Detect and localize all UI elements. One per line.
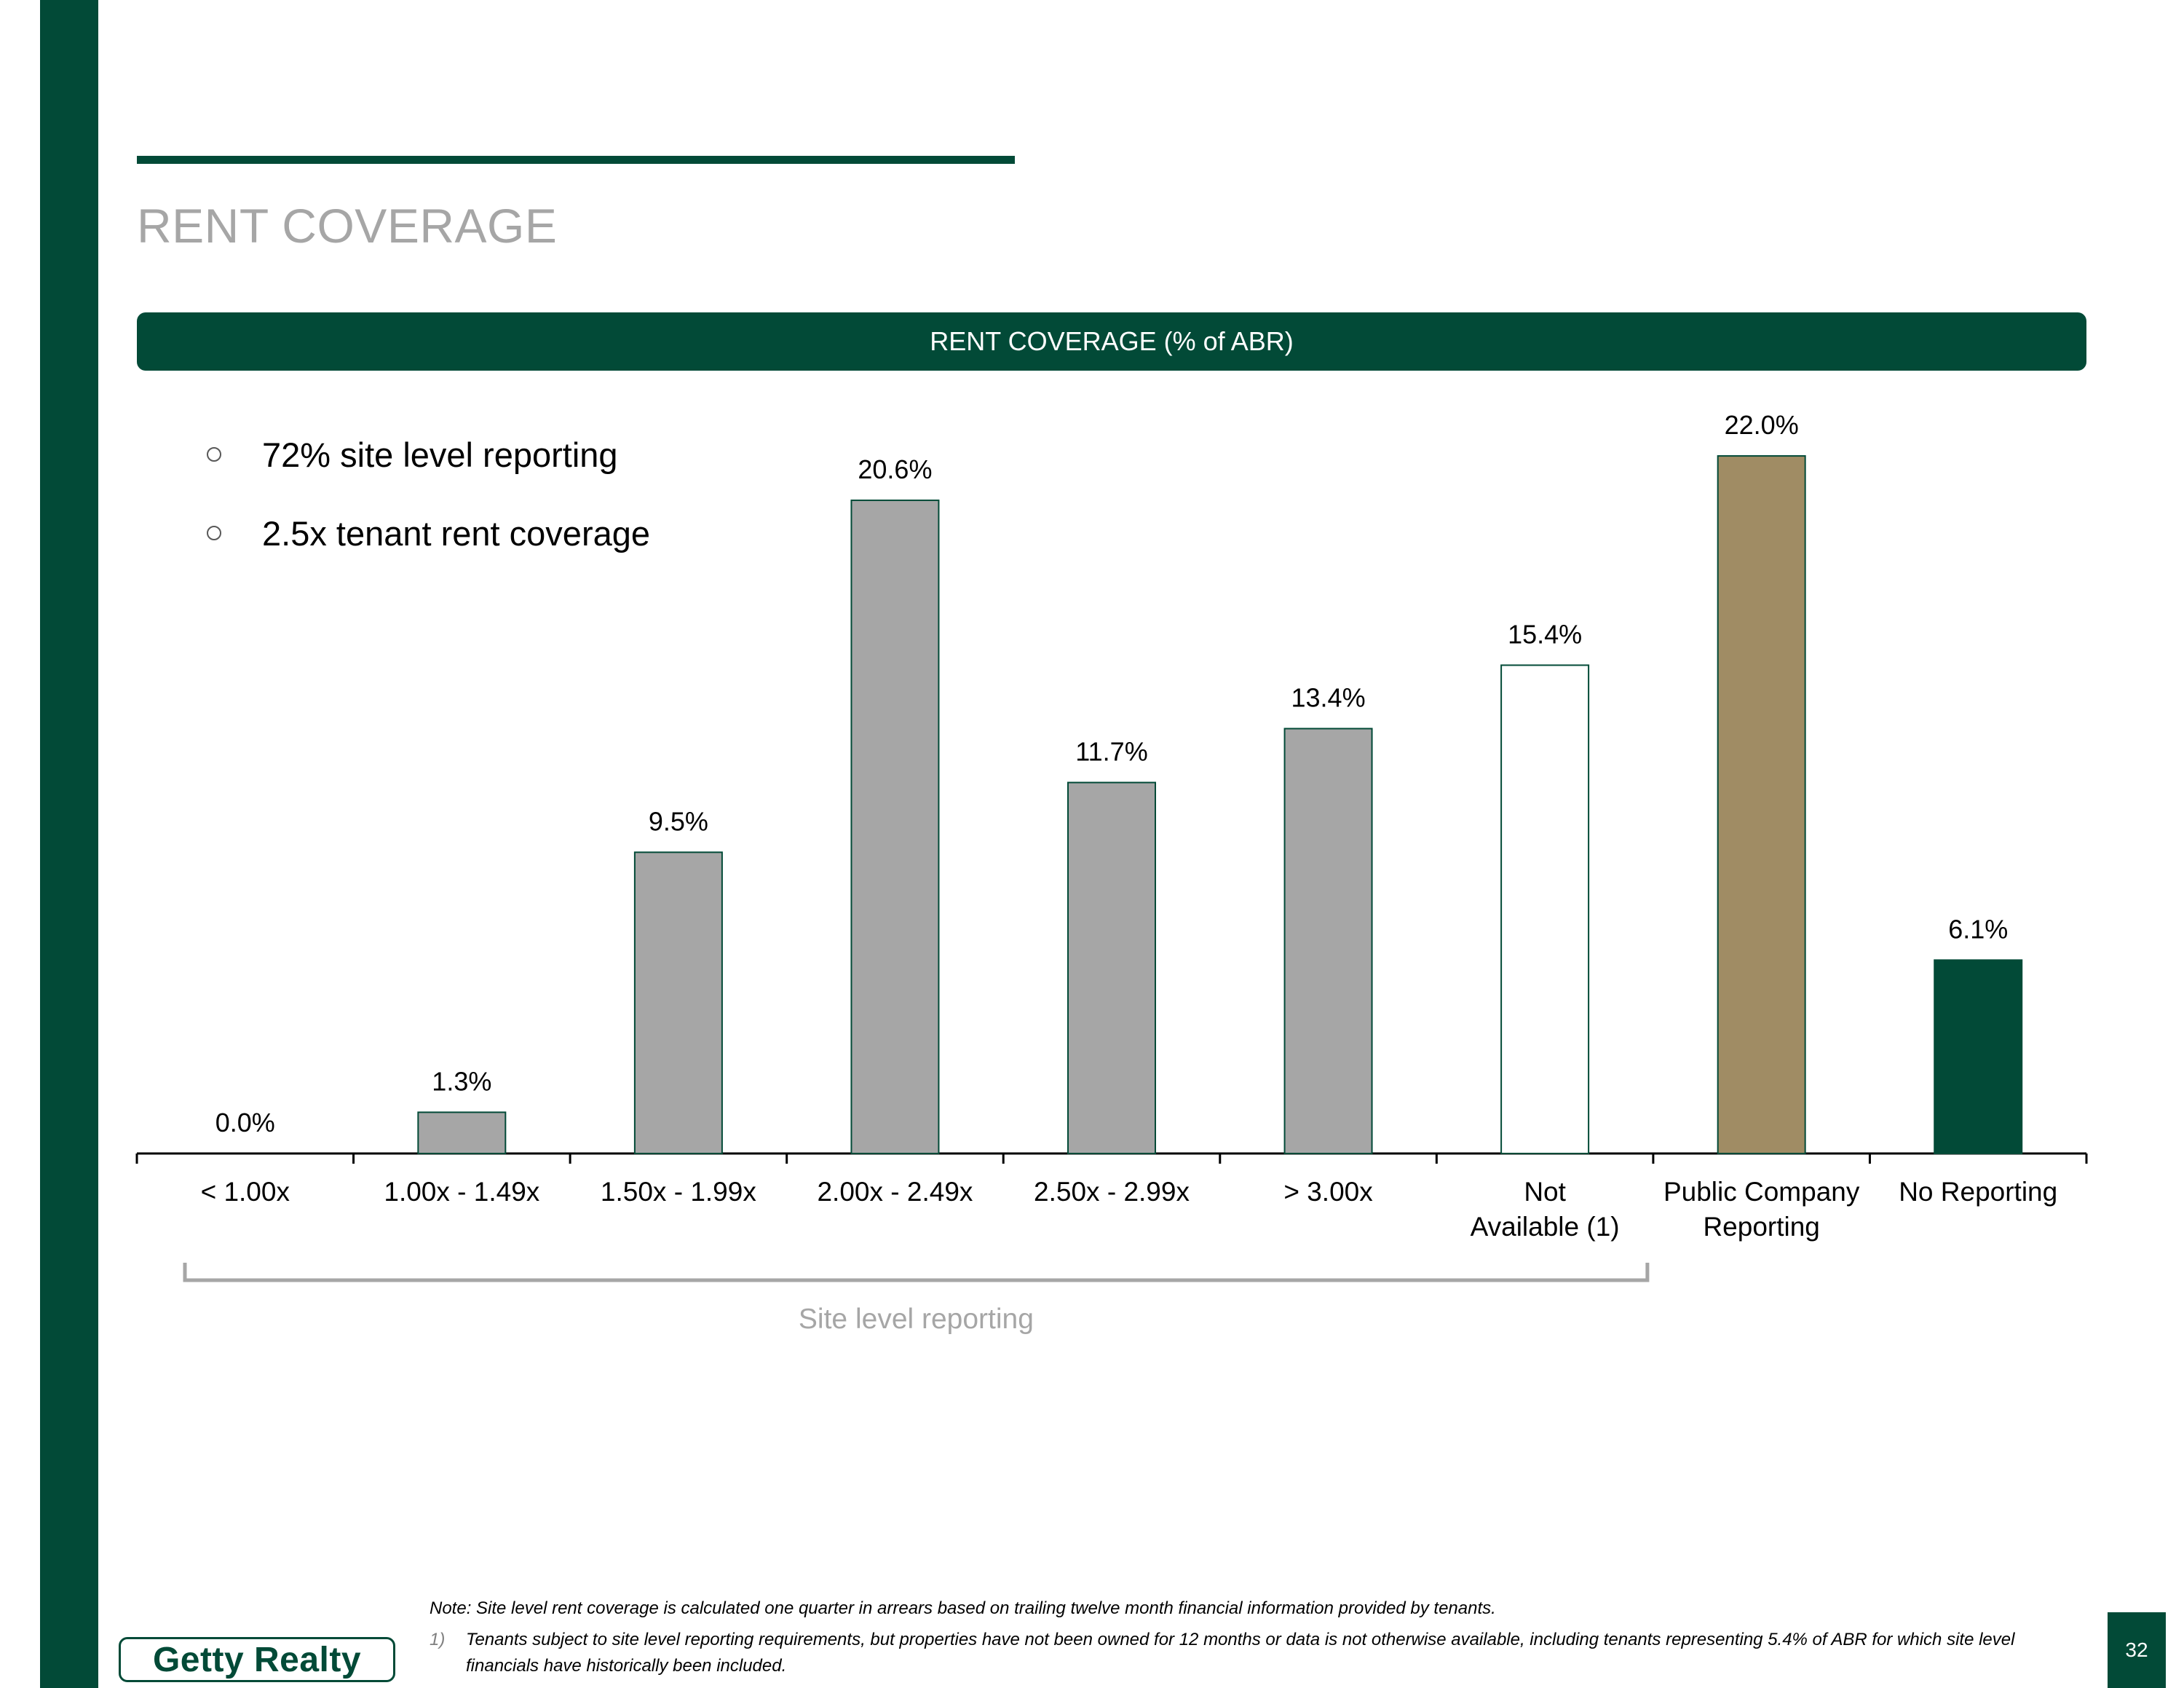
category-label: 2.00x - 2.49x [817,1177,973,1207]
category-label: Reporting [1703,1212,1819,1242]
page-number: 32 [2125,1638,2148,1661]
data-label: 15.4% [1508,619,1582,649]
category-label: No Reporting [1899,1177,2057,1207]
category-label: 1.00x - 1.49x [384,1177,539,1207]
logo-text: Getty Realty [152,1640,362,1679]
bar-4 [1067,781,1156,1154]
summary-bullets: 72% site level reporting 2.5x tenant ren… [207,415,650,572]
data-label: 13.4% [1291,683,1366,713]
bracket-label: Site level reporting [799,1304,1034,1335]
chart-title-banner: RENT COVERAGE (% of ABR) [137,312,2086,371]
hollow-circle-bullet-icon [207,447,221,462]
bar-8 [1934,959,2023,1155]
footnote-text: Tenants subject to site level reporting … [466,1630,2015,1676]
bullet-item: 72% site level reporting [207,415,650,494]
category-label: Available (1) [1471,1212,1620,1242]
bar-3 [850,500,940,1154]
data-label: 11.7% [1075,737,1147,767]
data-label: 9.5% [649,806,708,836]
category-label: Public Company [1663,1177,1860,1207]
page-number-badge: 32 [2108,1612,2166,1688]
bullet-item: 2.5x tenant rent coverage [207,494,650,572]
bullet-text: 72% site level reporting [262,435,618,474]
category-label: 2.50x - 2.99x [1034,1177,1190,1207]
category-label: 1.50x - 1.99x [601,1177,756,1207]
footnote-marker: 1) [430,1630,446,1649]
bar-7 [1717,455,1806,1154]
note-text: Note: Site level rent coverage is calcul… [430,1598,1496,1618]
getty-realty-logo: Getty Realty [119,1637,395,1682]
site-level-bracket [183,1263,1650,1282]
data-label: 20.6% [858,454,932,484]
data-label: 0.0% [215,1108,275,1137]
category-label: Not [1524,1177,1566,1207]
bar-1 [417,1111,507,1155]
category-label: < 1.00x [201,1177,290,1207]
bullet-text: 2.5x tenant rent coverage [262,513,651,553]
footnote: 1) Tenants subject to site level reporti… [430,1627,2068,1679]
bar-5 [1283,727,1373,1154]
chart-title: RENT COVERAGE (% of ABR) [930,326,1294,356]
data-label: 6.1% [1948,914,2008,944]
bar-6 [1500,664,1590,1154]
title-rule [137,156,1015,164]
side-accent-bar [40,0,98,1688]
data-label: 1.3% [432,1066,491,1096]
data-label: 22.0% [1725,410,1799,440]
page-title: RENT COVERAGE [137,199,558,253]
hollow-circle-bullet-icon [207,526,221,540]
bar-2 [633,851,723,1154]
category-label: > 3.00x [1283,1177,1373,1207]
